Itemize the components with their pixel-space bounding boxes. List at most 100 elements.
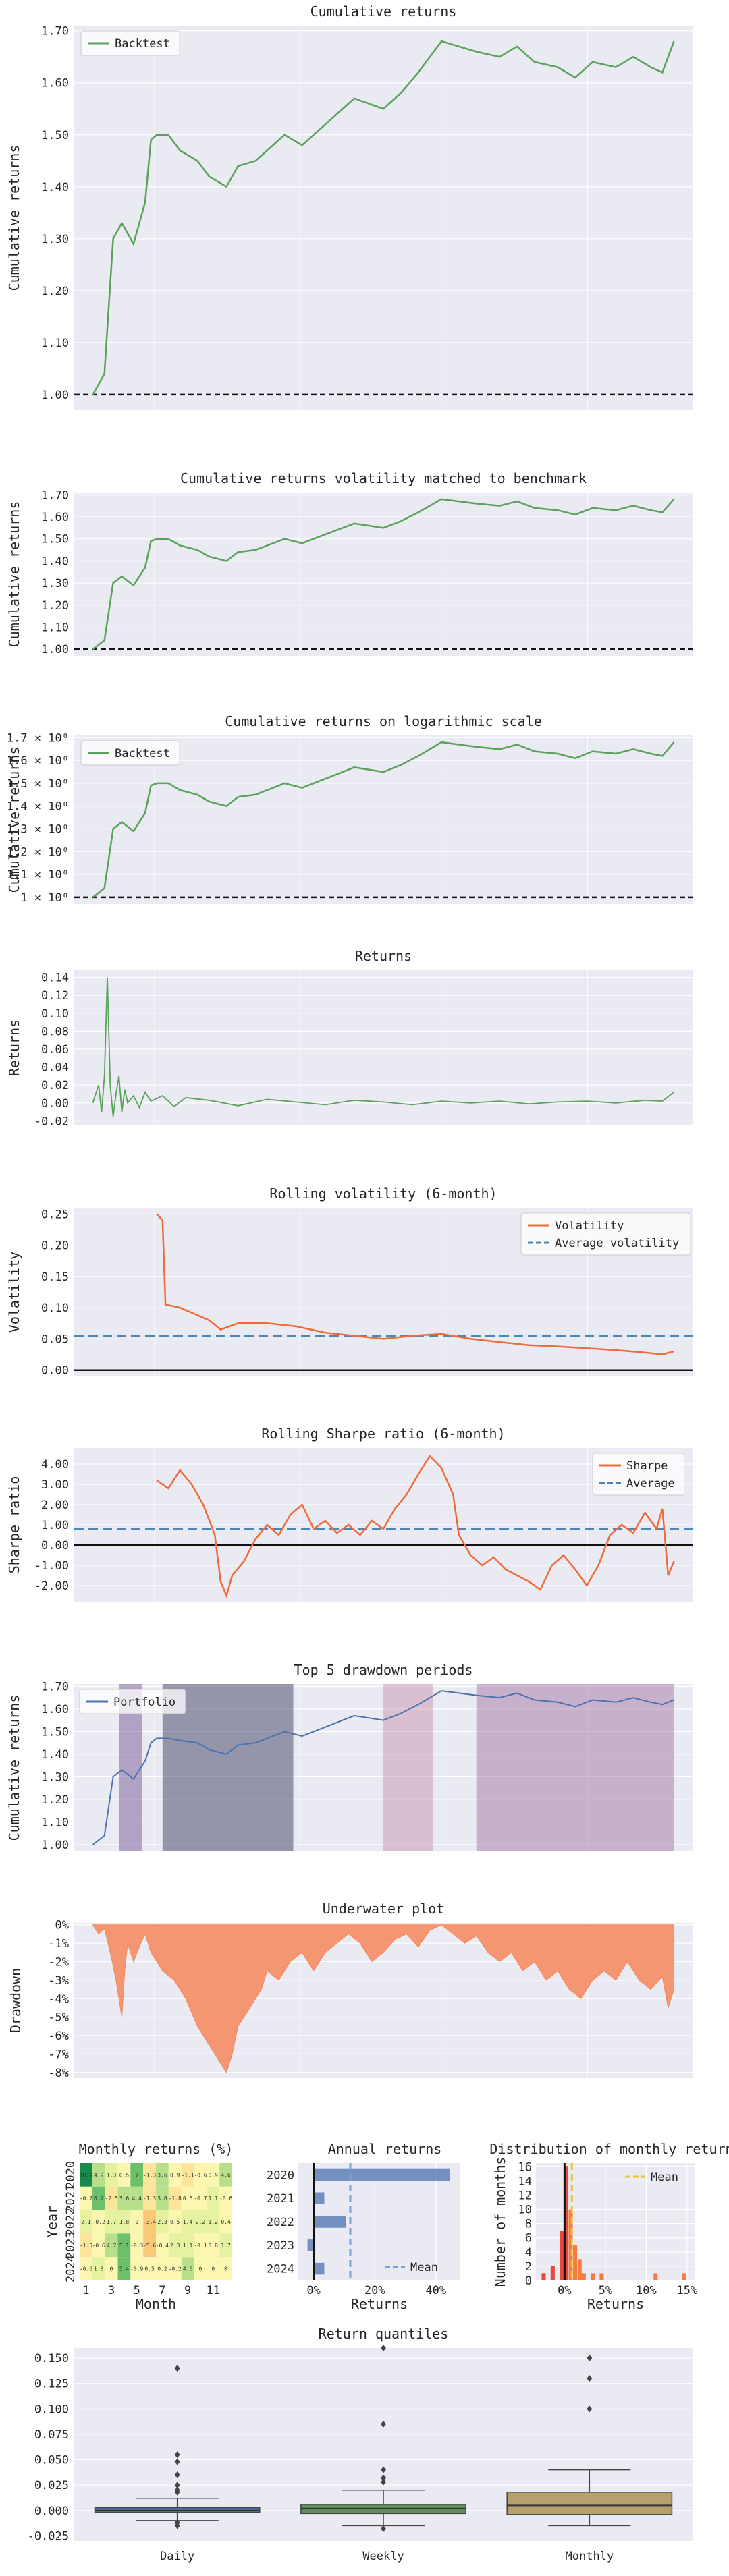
histogram-bar (682, 2273, 686, 2280)
chart-title: Cumulative returns volatility matched to… (180, 470, 587, 486)
heatmap-value: 4.6 (221, 2172, 231, 2178)
y-tick-label: 1.00 (41, 1519, 69, 1532)
legend (80, 30, 180, 56)
outlier-point (381, 2420, 386, 2428)
y-tick-label: 0.06 (41, 1043, 69, 1057)
y-tick-label: 0.12 (41, 989, 69, 1003)
plot-area (74, 493, 693, 656)
heatmap-cell (156, 2186, 169, 2210)
heatmap-value: -1.3 (143, 2172, 156, 2178)
heatmap-value: 0.9 (209, 2172, 219, 2178)
y-tick-label: 2024 (267, 2263, 294, 2276)
box (506, 2491, 673, 2515)
y-tick-label: 0.10 (41, 1301, 69, 1315)
y-tick-label: 2020 (64, 2161, 78, 2189)
heatmap-cell (194, 2233, 207, 2258)
outlier-point (587, 2355, 593, 2362)
drawdown-periods-chart: Top 5 drawdown periods 1.00 1.10 1.20 1.30 1.… (6, 1662, 693, 1852)
y-tick-label: 1.00 (41, 389, 69, 402)
heatmap-cell (143, 2210, 156, 2234)
heatmap-cell (130, 2186, 144, 2210)
outlier-point (174, 2522, 180, 2529)
heatmap-value: 3.6 (157, 2195, 167, 2202)
heatmap-cell (181, 2257, 194, 2280)
heatmap-cell (168, 2233, 182, 2258)
heatmap-cell (117, 2257, 131, 2280)
outlier-point (381, 2466, 386, 2473)
bar (307, 2239, 314, 2251)
heatmap-value: 0.6 (183, 2195, 193, 2202)
heatmap-cell (143, 2163, 156, 2187)
heatmap-cell (117, 2186, 131, 2210)
y-tick-label: 1.2 × 10⁰ (7, 845, 69, 859)
y-axis-label: Cumulative returns (6, 1695, 22, 1841)
y-tick-label: -3% (48, 1974, 69, 1988)
heatmap-value: 0.9 (170, 2172, 180, 2178)
y-tick-label: 1.5 × 10⁰ (7, 777, 69, 791)
y-tick-label: 2021 (267, 2192, 294, 2206)
heatmap-cell (194, 2210, 207, 2234)
heatmap-cell (168, 2186, 182, 2210)
y-tick-label: 2021 (64, 2185, 78, 2212)
y-tick-label: 0 (525, 2274, 532, 2288)
y-tick-label: 2024 (64, 2255, 78, 2283)
heatmap-value: 1.4 (183, 2219, 193, 2225)
y-tick-label: 1.70 (41, 488, 69, 502)
chart-title: Return quantiles (319, 2326, 449, 2342)
y-axis-label: Number of months (492, 2157, 508, 2287)
heatmap-value: 7 (135, 2172, 138, 2178)
chart-title: Annual returns (328, 2141, 442, 2157)
x-tick-label: 5% (599, 2284, 612, 2297)
histogram-bar (599, 2273, 604, 2280)
heatmap-cell (181, 2233, 194, 2258)
outlier-point (381, 2345, 386, 2351)
y-tick-label: 1.40 (41, 1748, 69, 1762)
heatmap-value: 4.6 (183, 2266, 193, 2272)
heatmap-cell (219, 2186, 232, 2210)
rolling-volatility-chart: Rolling volatility (6-month) 0.00 0.05 0.10… (6, 1185, 693, 1378)
heatmap-value: -2.5 (105, 2195, 117, 2202)
monthly-returns-heatmap: Monthly returns (%)10.9 4.9 1.3 0.5 7 -1.3 3.6… (44, 2141, 233, 2312)
histogram-bar (541, 2273, 546, 2280)
y-tick-label: 2022 (267, 2216, 294, 2229)
chart-title: Returns (355, 948, 412, 964)
chart-title: Underwater plot (323, 1901, 445, 1917)
x-tick-label: Daily (160, 2550, 194, 2563)
heatmap-value: -1.8 (169, 2195, 182, 2202)
heatmap-cell (219, 2257, 232, 2280)
y-axis-label: Returns (6, 1019, 22, 1076)
y-tick-label: -2.00 (34, 1579, 69, 1593)
heatmap-value: -0.4 (156, 2243, 169, 2249)
y-tick-label: 1.30 (41, 233, 69, 246)
legend-label: Sharpe (626, 1459, 668, 1473)
heatmap-cell (143, 2233, 156, 2258)
legend-label: Average (626, 1477, 675, 1490)
y-tick-label: -0.02 (34, 1115, 69, 1128)
outlier-point (174, 2365, 180, 2372)
chart-title: Cumulative returns on logarithmic scale (225, 713, 542, 729)
y-tick-label: 0.150 (34, 2352, 69, 2365)
returns-chart: Returns -0.02 0.00 0.02 0.04 0.06 0.08 0.10 0.12… (6, 948, 693, 1128)
y-tick-label: 8 (525, 2218, 532, 2231)
outlier-point (381, 2478, 386, 2486)
heatmap-value: 1.1 (183, 2243, 193, 2249)
y-tick-label: 1.20 (41, 1793, 69, 1807)
histogram-bar (564, 2166, 568, 2280)
heatmap-cell (130, 2210, 144, 2234)
heatmap-value: -1.1 (181, 2172, 194, 2178)
series-line (92, 40, 675, 395)
heatmap-value: 1.2 (209, 2219, 219, 2225)
histogram-bar (573, 2245, 578, 2280)
y-tick-label: 0.14 (41, 972, 69, 985)
histogram-bar (550, 2266, 555, 2280)
heatmap-cell (219, 2210, 232, 2234)
series-line (92, 498, 675, 650)
y-tick-label: 1.20 (41, 599, 69, 613)
heatmap-cell (105, 2163, 118, 2187)
heatmap-value: -0.3 (130, 2243, 143, 2249)
series-line (156, 1213, 674, 1355)
heatmap-value: 6.2 (94, 2195, 104, 2202)
drawdown-period (476, 1684, 674, 1851)
y-tick-label: 1.40 (41, 181, 69, 194)
y-tick-label: 0.125 (34, 2378, 69, 2391)
